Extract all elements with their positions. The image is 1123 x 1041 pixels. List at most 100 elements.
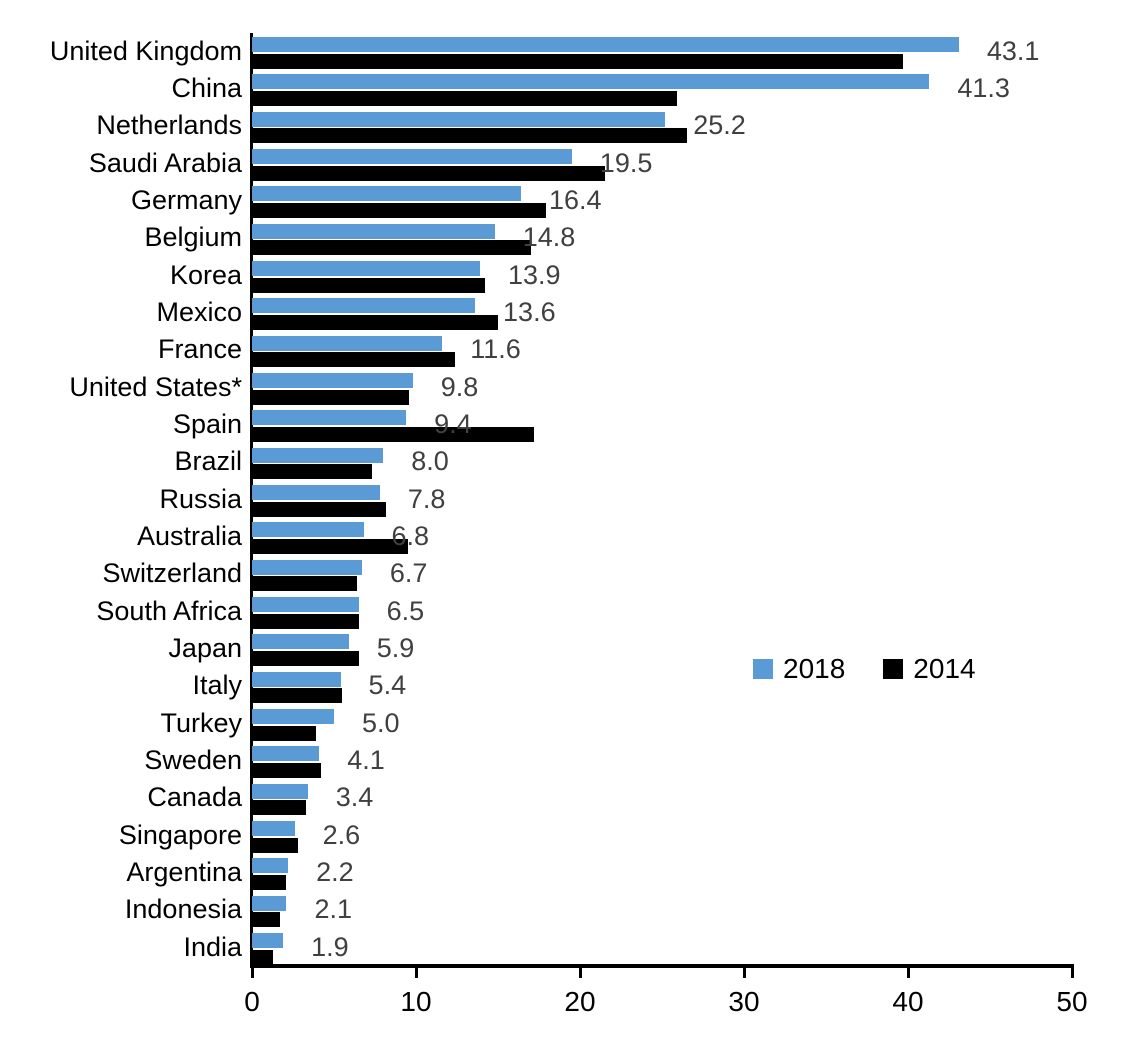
bar-row: South Africa 6.5 (0, 593, 1123, 630)
category-label: Saudi Arabia (88, 147, 242, 178)
bar-2018 (252, 447, 384, 463)
bar-2018 (252, 522, 364, 538)
value-label: 4.1 (347, 745, 385, 776)
bar-2018 (252, 74, 930, 90)
value-label: 7.8 (407, 483, 446, 514)
bar-row: Singapore 2.6 (0, 817, 1123, 854)
legend-item-2018: 2018 (753, 653, 845, 685)
x-tick (742, 964, 746, 978)
bar-2018 (252, 858, 289, 874)
bar-2014 (252, 277, 485, 293)
x-tick-label: 40 (892, 986, 924, 1017)
bar-2018 (252, 298, 476, 314)
category-label: Japan (168, 633, 242, 664)
bar-row: Russia 7.8 (0, 481, 1123, 518)
category-label: France (157, 334, 242, 365)
x-tick (414, 964, 418, 978)
bar-row: Korea 13.9 (0, 257, 1123, 294)
bar-2014 (252, 352, 456, 368)
bar-2018 (252, 149, 572, 165)
value-label: 6.8 (391, 521, 430, 552)
category-label: Singapore (118, 819, 242, 850)
bar-2018 (252, 261, 480, 277)
bar-row: Indonesia 2.1 (0, 891, 1123, 928)
value-label: 16.4 (548, 185, 602, 216)
bar-2018 (252, 485, 380, 501)
bar-row: Japan 5.9 (0, 630, 1123, 667)
bar-row: Switzerland 6.7 (0, 555, 1123, 592)
bar-row: India 1.9 (0, 929, 1123, 966)
category-label: Indonesia (124, 894, 242, 925)
bar-2014 (252, 426, 535, 442)
bar-2014 (252, 53, 904, 69)
bar-row: Netherlands 25.2 (0, 107, 1123, 144)
x-tick-label: 30 (728, 986, 760, 1017)
category-label: China (171, 72, 242, 103)
category-label: Turkey (160, 707, 242, 738)
bar-2018 (252, 709, 334, 725)
value-label: 3.4 (335, 782, 374, 813)
value-label: 19.5 (599, 147, 653, 178)
bar-2014 (252, 464, 372, 480)
bar-2014 (252, 837, 298, 853)
bar-2014 (252, 538, 408, 554)
bar-row: United States* 9.8 (0, 369, 1123, 406)
bar-row: Belgium 14.8 (0, 219, 1123, 256)
bar-2018 (252, 559, 362, 575)
legend-item-2014: 2014 (883, 653, 976, 685)
bar-2018 (252, 597, 359, 613)
legend: 2018 2014 (753, 653, 976, 685)
bar-row: Italy 5.4 (0, 667, 1123, 704)
value-label: 1.9 (311, 931, 349, 962)
value-label: 8.0 (411, 446, 449, 477)
bar-2018 (252, 821, 295, 837)
value-label: 43.1 (986, 35, 1040, 66)
bar-2014 (252, 128, 687, 144)
bar-row: Spain 9.4 (0, 406, 1123, 443)
category-label: Germany (130, 185, 242, 216)
bar-2014 (252, 90, 677, 106)
value-label: 2.6 (322, 819, 361, 850)
value-label: 25.2 (693, 110, 746, 141)
legend-label-2014: 2014 (913, 653, 976, 684)
x-tick (1070, 964, 1074, 978)
bar-row: Australia 6.8 (0, 518, 1123, 555)
bar-2014 (252, 240, 531, 256)
value-label: 9.8 (440, 371, 479, 402)
value-label: 6.5 (386, 595, 425, 626)
value-label: 41.3 (957, 72, 1010, 103)
value-label: 9.4 (434, 409, 472, 440)
legend-swatch-2018-icon (753, 659, 773, 679)
bar-2014 (252, 165, 605, 181)
bar-2018 (252, 783, 308, 799)
bar-2018 (252, 111, 666, 127)
bar-row: France 11.6 (0, 331, 1123, 368)
category-label: Korea (169, 259, 242, 290)
bar-2014 (252, 688, 343, 704)
category-label: Switzerland (102, 558, 242, 589)
value-label: 6.7 (389, 558, 428, 589)
bar-2014 (252, 389, 410, 405)
x-tick-label: 20 (564, 986, 596, 1017)
value-label: 2.1 (314, 894, 352, 925)
bar-2014 (252, 912, 280, 928)
bar-2018 (252, 671, 341, 687)
category-label: Argentina (126, 857, 242, 888)
value-label: 2.2 (316, 857, 354, 888)
category-label: Italy (192, 670, 242, 701)
legend-swatch-2014-icon (883, 659, 904, 679)
category-label: Mexico (156, 297, 242, 328)
y-axis-line (250, 32, 253, 966)
value-label: 13.6 (503, 297, 556, 328)
x-tick-label: 0 (244, 986, 260, 1017)
bar-2018 (252, 933, 284, 949)
value-label: 14.8 (522, 222, 576, 253)
category-label: Brazil (174, 446, 242, 477)
bar-row: Canada 3.4 (0, 779, 1123, 816)
legend-label-2018: 2018 (783, 653, 846, 684)
bar-row: Argentina 2.2 (0, 854, 1123, 891)
x-tick (578, 964, 582, 978)
bar-row: Brazil 8.0 (0, 443, 1123, 480)
category-label: Russia (159, 483, 242, 514)
